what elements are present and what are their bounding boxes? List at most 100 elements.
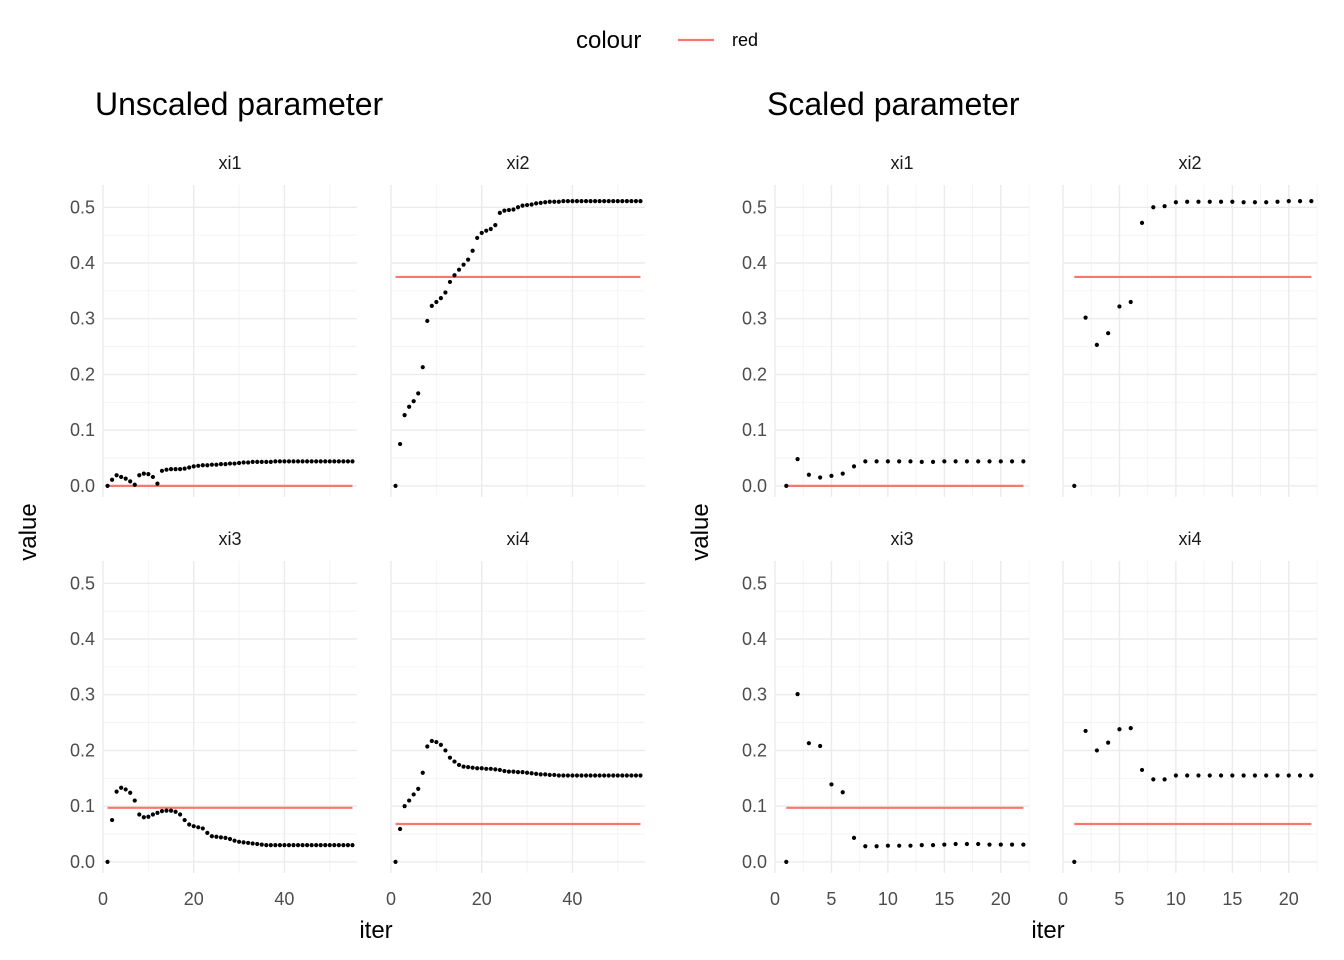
data-point [314, 459, 319, 464]
data-point [205, 830, 210, 835]
y-tick-label: 0.2 [742, 740, 767, 760]
y-tick-label: 0.4 [70, 253, 95, 273]
data-point [964, 841, 970, 847]
data-point [987, 842, 992, 847]
data-point [529, 771, 534, 776]
data-point [475, 766, 480, 771]
data-point [1309, 199, 1314, 204]
data-point [1264, 200, 1269, 205]
data-point [1106, 331, 1111, 336]
data-point [227, 836, 233, 842]
data-point [327, 459, 332, 464]
data-point [1128, 299, 1133, 305]
data-point [570, 199, 575, 204]
data-point [336, 843, 341, 848]
data-point [597, 773, 602, 778]
data-point [919, 459, 924, 464]
data-point [416, 391, 421, 396]
data-point [534, 771, 539, 776]
data-point [479, 230, 484, 236]
legend-label: red [732, 30, 758, 50]
data-point [930, 843, 936, 848]
data-point [255, 459, 260, 464]
data-point [1117, 304, 1122, 309]
data-point [552, 772, 557, 778]
data-point [159, 468, 165, 473]
data-point [520, 770, 525, 775]
y-tick-label: 0.1 [742, 420, 767, 440]
facet-panel-xi2: xi2 [1062, 153, 1318, 497]
facet-strip-label: xi1 [218, 153, 241, 173]
data-point [511, 769, 516, 774]
data-point [402, 413, 407, 418]
data-point [150, 474, 155, 480]
data-point [1196, 773, 1201, 778]
data-point [393, 483, 398, 488]
data-point [286, 843, 292, 848]
data-point [1207, 199, 1212, 204]
plot-title-scaled: Scaled parameter [767, 86, 1020, 122]
data-point [597, 199, 602, 204]
data-point [300, 459, 305, 464]
data-point [484, 228, 489, 233]
data-point [1196, 199, 1201, 204]
y-tick-label: 0.1 [742, 796, 767, 816]
data-point [178, 812, 183, 817]
data-point [534, 201, 539, 206]
data-point [543, 200, 548, 205]
facet-strip-label: xi1 [890, 153, 913, 173]
data-point [1021, 459, 1026, 464]
data-point [327, 843, 332, 848]
x-tick-label: 10 [1166, 889, 1186, 909]
data-point [282, 459, 287, 464]
y-tick-label: 0.5 [742, 573, 767, 593]
data-point [420, 365, 425, 370]
data-point [897, 459, 902, 464]
data-point [919, 843, 924, 848]
data-point [502, 768, 507, 774]
data-point [524, 202, 530, 208]
data-point [574, 199, 580, 204]
data-point [411, 399, 416, 404]
data-point [1275, 199, 1280, 204]
data-point [255, 841, 260, 847]
data-point [155, 810, 160, 815]
data-point [291, 843, 296, 848]
data-point [953, 459, 958, 464]
data-point [524, 770, 530, 775]
data-point [1275, 773, 1280, 778]
facet-strip-label: xi2 [506, 153, 529, 173]
data-point [273, 843, 278, 848]
data-point [1207, 773, 1212, 778]
data-point [998, 459, 1003, 464]
data-point [318, 843, 323, 848]
data-point [182, 466, 187, 471]
data-point [214, 462, 219, 467]
data-point [168, 467, 174, 472]
data-point [173, 467, 178, 472]
y-tick-label: 0.2 [70, 364, 95, 384]
facet-panel-xi1: xi1 0.0 0.1 0.2 0.3 0.4 0.5 [742, 153, 1030, 497]
data-point [1185, 199, 1190, 204]
facet-panel-xi2: xi2 [390, 153, 645, 497]
data-point [579, 773, 584, 778]
data-point [1139, 220, 1145, 225]
data-point [502, 208, 507, 213]
data-point [1083, 728, 1088, 734]
data-point [1151, 205, 1156, 210]
data-point [250, 841, 255, 846]
data-point [196, 463, 201, 468]
data-point [429, 303, 434, 308]
data-point [114, 789, 119, 794]
data-point [543, 772, 548, 777]
facet-panel-xi3: xi3 0.0 0.1 0.2 0.3 0.4 0.5 0 20 40 [70, 529, 357, 909]
data-point [1264, 773, 1269, 778]
data-point [1072, 483, 1077, 488]
y-axis-title-scaled: value [687, 503, 714, 560]
y-tick-label: 0.4 [742, 629, 767, 649]
data-point [1094, 342, 1099, 347]
data-point [1185, 773, 1190, 778]
data-point [1173, 200, 1178, 205]
data-point [818, 743, 823, 749]
